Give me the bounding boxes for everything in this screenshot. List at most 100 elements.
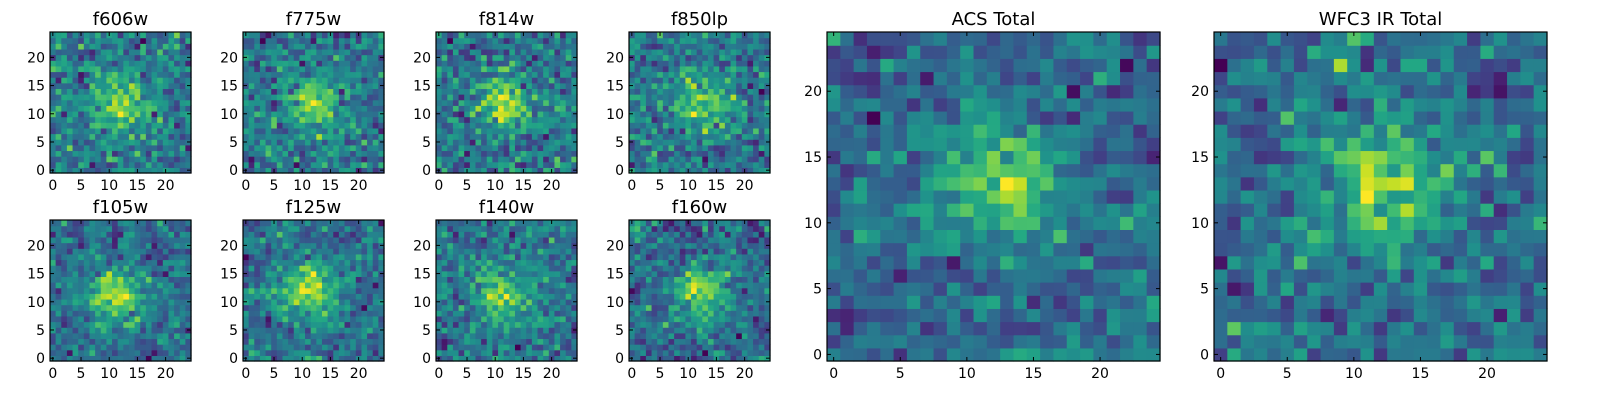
heatmap-cell — [61, 122, 68, 129]
heatmap-cell — [83, 338, 91, 345]
heatmap-cell — [185, 156, 192, 163]
heatmap-cell — [447, 122, 454, 129]
heatmap-cell — [702, 116, 709, 123]
heatmap-cell — [452, 77, 460, 84]
heatmap-cell — [554, 355, 561, 362]
heatmap-cell — [134, 150, 141, 157]
heatmap-cell — [447, 144, 454, 152]
heatmap-cell — [276, 77, 284, 84]
heatmap-cell — [492, 298, 499, 306]
heatmap-cell — [367, 105, 374, 112]
heatmap-cell — [151, 127, 158, 135]
heatmap-cell — [452, 270, 460, 277]
heatmap-cell — [83, 161, 91, 168]
heatmap-cell — [243, 310, 250, 317]
heatmap-cell — [674, 293, 681, 300]
heatmap-cell — [464, 60, 471, 67]
heatmap-cell — [55, 156, 62, 163]
heatmap-cell — [83, 349, 91, 356]
heatmap-cell — [475, 253, 482, 261]
heatmap-cell — [305, 242, 312, 249]
heatmap-cell — [157, 167, 164, 174]
heatmap-cell — [151, 298, 158, 306]
heatmap-cell — [475, 82, 482, 89]
heatmap-cell — [498, 94, 505, 101]
heatmap-cell — [83, 77, 91, 84]
heatmap-cell — [271, 282, 278, 289]
heatmap-cell — [83, 304, 91, 311]
heatmap-cell — [560, 110, 567, 118]
heatmap-cell — [475, 144, 482, 152]
heatmap-cell — [571, 65, 578, 73]
heatmap-cell — [89, 304, 96, 311]
heatmap-cell — [55, 32, 62, 39]
heatmap-cell — [145, 71, 153, 78]
heatmap-cell — [498, 122, 505, 129]
heatmap-cell — [157, 116, 164, 123]
heatmap-cell — [475, 32, 482, 39]
heatmap-cell — [724, 110, 732, 118]
heatmap-cell — [458, 150, 465, 157]
heatmap-cell — [95, 248, 102, 255]
heatmap-cell — [378, 332, 385, 340]
heatmap-cell — [327, 242, 334, 249]
heatmap-cell — [520, 338, 527, 345]
heatmap-cell — [651, 77, 658, 84]
heatmap-cell — [481, 122, 488, 129]
heatmap-cell — [537, 71, 544, 78]
heatmap-cell — [634, 321, 641, 328]
heatmap-cell — [282, 259, 289, 266]
heatmap-cell — [543, 32, 550, 39]
heatmap-cell — [657, 43, 664, 50]
heatmap-cell — [248, 37, 255, 44]
heatmap-cell — [560, 37, 567, 44]
heatmap-cell — [526, 236, 533, 244]
heatmap-cell — [327, 310, 334, 317]
heatmap-cell — [543, 315, 550, 323]
heatmap-cell — [668, 327, 675, 334]
heatmap-cell — [271, 236, 278, 244]
heatmap-cell — [713, 60, 720, 67]
heatmap-cell — [464, 156, 471, 163]
heatmap-cell — [503, 60, 510, 67]
heatmap-cell — [668, 139, 675, 146]
heatmap-cell — [492, 332, 499, 340]
heatmap-cell — [78, 110, 85, 118]
heatmap-cell — [702, 298, 709, 306]
heatmap-cell — [72, 282, 79, 289]
heatmap-cell — [548, 338, 556, 345]
heatmap-cell — [282, 338, 289, 345]
heatmap-cell — [503, 282, 510, 289]
heatmap-cell — [50, 161, 57, 168]
heatmap-cell — [248, 220, 255, 227]
heatmap-cell — [509, 338, 516, 345]
heatmap-cell — [179, 327, 186, 334]
heatmap-cell — [702, 99, 709, 106]
heatmap-cell — [707, 77, 715, 84]
heatmap-cell — [691, 282, 698, 289]
heatmap-cell — [299, 110, 306, 118]
heatmap-cell — [452, 338, 460, 345]
heatmap-cell — [179, 304, 186, 311]
heatmap-cell — [100, 304, 107, 311]
heatmap-cell — [503, 310, 510, 317]
heatmap-cell — [526, 220, 533, 227]
heatmap-cell — [112, 82, 119, 89]
heatmap-cell — [344, 48, 351, 56]
heatmap-cell — [747, 327, 754, 334]
heatmap-cell — [338, 349, 346, 356]
heatmap-cell — [185, 265, 192, 272]
heatmap-cell — [629, 99, 636, 106]
heatmap-cell — [254, 94, 261, 101]
heatmap-cell — [72, 298, 79, 306]
heatmap-cell — [554, 287, 561, 294]
heatmap-cell — [481, 139, 488, 146]
heatmap-cell — [128, 270, 136, 277]
heatmap-cell — [520, 270, 527, 277]
heatmap-cell — [61, 304, 68, 311]
heatmap-cell — [554, 122, 561, 129]
heatmap-cell — [78, 156, 85, 163]
heatmap-cell — [179, 338, 186, 345]
heatmap-cell — [475, 110, 482, 118]
heatmap-cell — [702, 304, 709, 311]
